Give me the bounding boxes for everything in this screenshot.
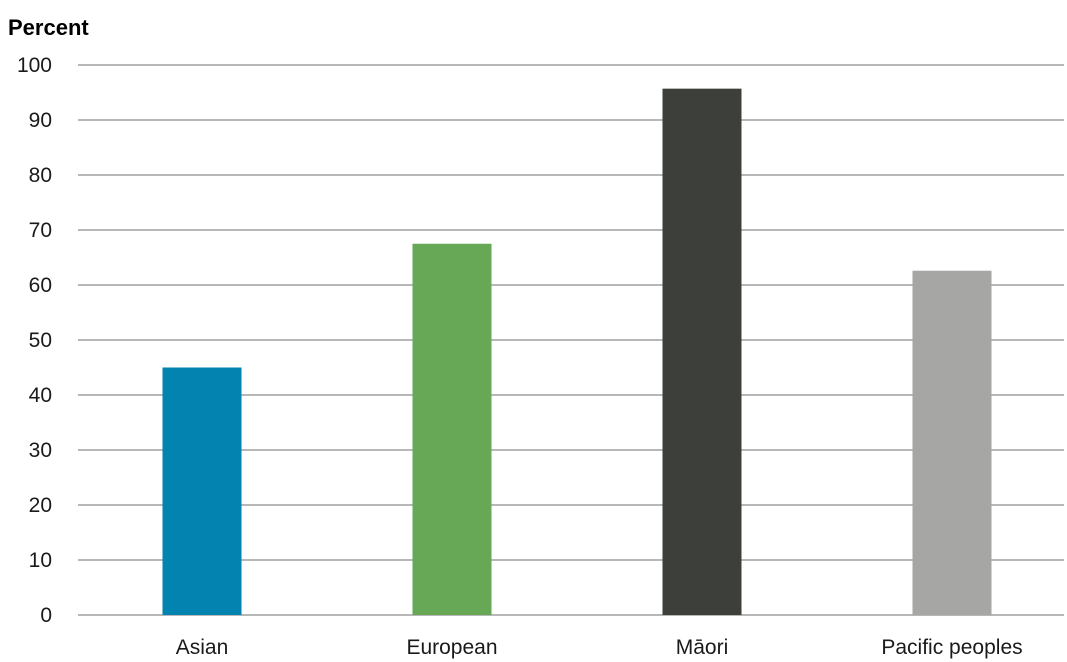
y-tick-label: 10	[29, 549, 52, 572]
bar-asian	[162, 367, 242, 615]
bar-pacific-peoples	[912, 270, 992, 615]
gridlines	[78, 64, 1064, 616]
x-category-label: European	[406, 636, 497, 659]
y-tick-label: 100	[17, 54, 52, 77]
x-category-label: Māori	[676, 636, 729, 659]
y-tick-label: 0	[40, 604, 52, 627]
y-tick-label: 70	[29, 219, 52, 242]
x-category-label: Asian	[176, 636, 229, 659]
x-category-label: Pacific peoples	[881, 636, 1022, 659]
y-tick-label: 80	[29, 164, 52, 187]
y-tick-label: 50	[29, 329, 52, 352]
y-axis-ticks: 0 10 20 30 40 50 60 70 80 90 100	[17, 54, 52, 627]
bars	[162, 88, 992, 615]
y-axis-label: Percent	[8, 15, 89, 40]
y-tick-label: 60	[29, 274, 52, 297]
y-tick-label: 30	[29, 439, 52, 462]
x-axis-categories: Asian European Māori Pacific peoples	[176, 636, 1023, 659]
y-tick-label: 40	[29, 384, 52, 407]
y-tick-label: 20	[29, 494, 52, 517]
y-tick-label: 90	[29, 109, 52, 132]
bar-european	[412, 243, 492, 615]
bar-m-ori	[662, 88, 742, 615]
